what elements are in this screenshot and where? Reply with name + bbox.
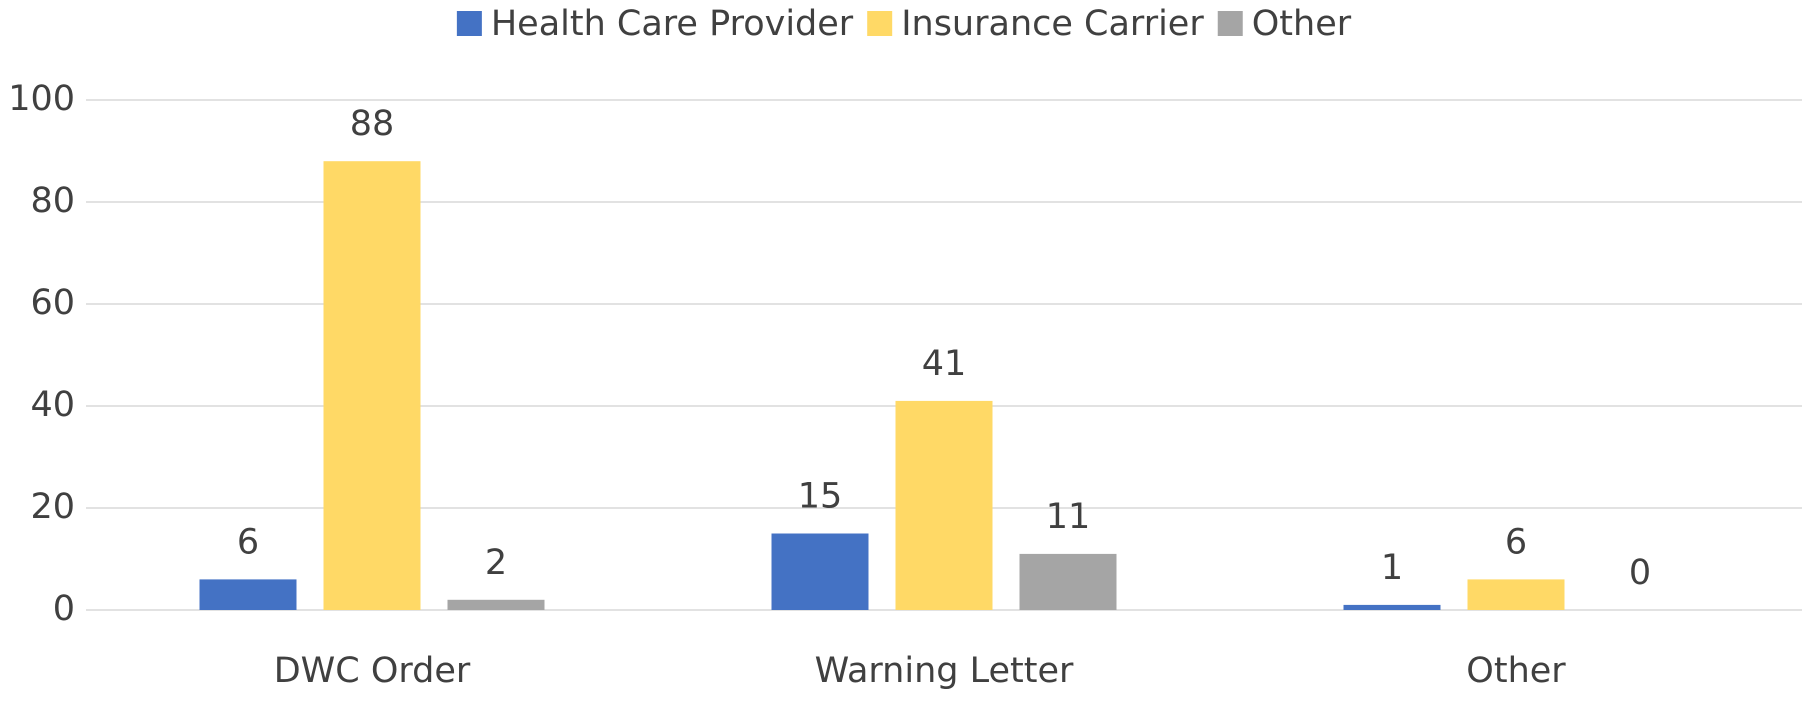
legend-swatch <box>867 11 893 36</box>
bar <box>1019 553 1117 610</box>
y-tick-label: 80 <box>30 181 75 221</box>
x-tick-label: Other <box>1466 651 1566 691</box>
data-label: 0 <box>1629 553 1651 593</box>
y-tick-label: 20 <box>30 487 75 527</box>
x-tick-label: DWC Order <box>274 651 471 691</box>
x-tick-label: Warning Letter <box>815 651 1074 691</box>
bar <box>323 161 421 610</box>
bar <box>895 400 993 610</box>
legend-label: Other <box>1252 4 1352 44</box>
data-label: 41 <box>922 344 967 384</box>
bar <box>447 599 545 610</box>
y-tick-label: 40 <box>30 385 75 425</box>
bar <box>199 579 297 610</box>
bar <box>771 533 869 610</box>
data-label: 2 <box>485 543 507 583</box>
y-tick-label: 60 <box>30 283 75 323</box>
bar <box>1343 604 1441 610</box>
data-label: 1 <box>1381 548 1403 588</box>
legend-swatch <box>456 11 482 36</box>
bar <box>1467 579 1565 610</box>
data-label: 11 <box>1046 497 1091 537</box>
legend-swatch <box>1217 11 1243 36</box>
data-label: 15 <box>798 477 843 517</box>
y-tick-label: 0 <box>53 589 75 629</box>
legend-label: Insurance Carrier <box>901 4 1204 44</box>
data-label: 6 <box>1505 522 1527 562</box>
data-label: 6 <box>237 522 259 562</box>
y-tick-label: 100 <box>8 79 75 119</box>
data-label: 88 <box>350 104 395 144</box>
legend-label: Health Care Provider <box>491 4 854 44</box>
